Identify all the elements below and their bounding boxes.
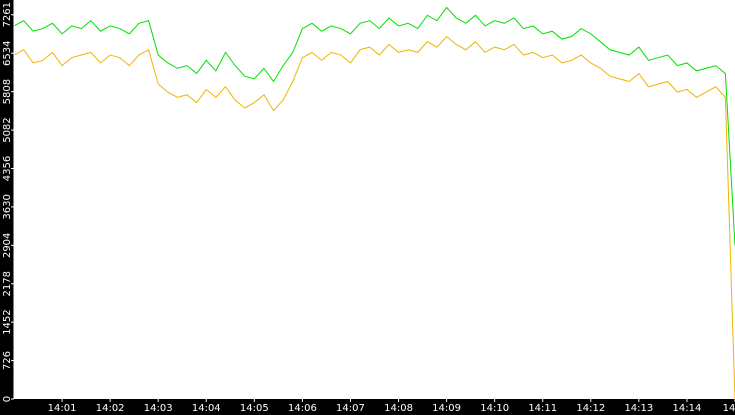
y-tick-label: 0 (2, 396, 13, 402)
y-tick-label: 4356 (2, 156, 13, 181)
x-tick-label: 14 (723, 403, 735, 414)
x-tick-label: 14:12 (576, 403, 605, 414)
x-tick-label: 14:07 (336, 403, 365, 414)
x-tick-label: 14:13 (624, 403, 653, 414)
series-line (13, 6, 735, 246)
y-tick-label: 5082 (2, 117, 13, 142)
x-tick-label: 14:02 (96, 403, 125, 414)
y-tick-label: 6534 (2, 41, 13, 66)
x-tick-label: 14:04 (192, 403, 221, 414)
series-line (13, 35, 735, 400)
y-tick-label: 3630 (2, 194, 13, 219)
x-tick-label: 14:14 (673, 403, 702, 414)
x-tick-label: 14:08 (384, 403, 413, 414)
x-tick-label: 14:10 (480, 403, 509, 414)
x-tick-label: 14:05 (240, 403, 269, 414)
y-tick-label: 2178 (2, 271, 13, 296)
y-tick-label: 1452 (2, 309, 13, 334)
x-tick-label: 14:01 (48, 403, 77, 414)
x-tick-label: 14:09 (432, 403, 461, 414)
x-tick-label: 14:03 (144, 403, 173, 414)
y-tick-label: 5808 (2, 79, 13, 104)
y-tick-label: 726 (2, 351, 13, 370)
plot-area (14, 0, 735, 399)
x-tick-label: 14:11 (528, 403, 557, 414)
y-tick-label: 7261 (2, 2, 13, 27)
x-tick-label: 14:06 (288, 403, 317, 414)
y-tick-label: 2904 (2, 233, 13, 258)
